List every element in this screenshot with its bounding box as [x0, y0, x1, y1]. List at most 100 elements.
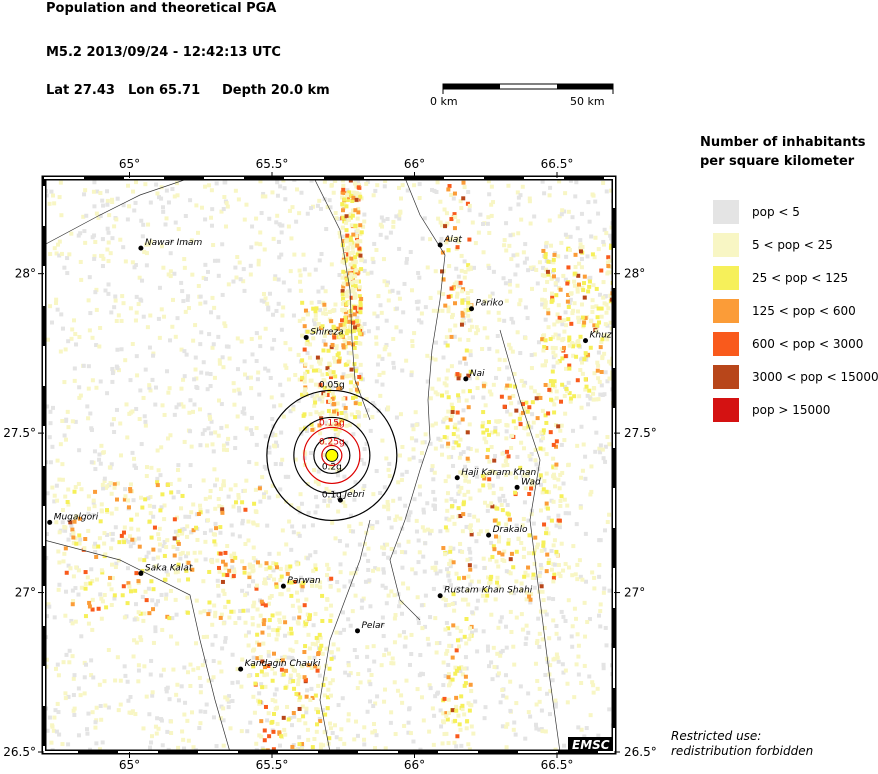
pop-cell	[248, 375, 253, 380]
pop-cell	[561, 568, 566, 573]
pop-cell	[543, 413, 548, 418]
pop-cell	[98, 325, 103, 330]
pop-cell	[579, 405, 584, 410]
pop-cell	[452, 226, 457, 231]
pop-cell	[352, 264, 357, 269]
pop-cell	[410, 344, 415, 349]
pop-cell	[175, 641, 180, 646]
pop-cell	[571, 428, 576, 433]
pop-cell	[291, 710, 296, 715]
pop-cell	[229, 523, 234, 528]
pop-cell	[280, 457, 285, 462]
pop-cell	[578, 334, 583, 339]
boundaries	[44, 178, 561, 752]
pop-cell	[331, 370, 336, 375]
city-label: Parwan	[287, 576, 321, 586]
pop-cell	[56, 673, 61, 678]
pop-cell	[474, 539, 479, 544]
pop-cell	[602, 301, 607, 306]
pop-cell	[580, 315, 585, 320]
pop-cell	[540, 363, 545, 368]
pop-cell	[216, 497, 221, 502]
pop-cell	[317, 632, 322, 637]
pop-cell	[336, 386, 341, 391]
pop-cell	[460, 549, 465, 554]
pop-cell	[362, 461, 367, 466]
pop-cell	[556, 336, 561, 341]
pop-cell	[273, 699, 278, 704]
pop-cell	[271, 312, 276, 317]
pop-cell	[291, 679, 296, 684]
pop-cell	[514, 701, 519, 706]
pop-cell	[224, 201, 229, 206]
pop-cell	[504, 569, 509, 574]
pop-cell	[350, 609, 355, 614]
pop-cell	[554, 462, 559, 467]
pop-cell	[544, 240, 549, 245]
pop-cell	[211, 449, 216, 454]
pop-cell	[254, 510, 259, 515]
pop-cell	[456, 393, 461, 398]
pop-cell	[270, 431, 275, 436]
pop-cell	[346, 217, 351, 222]
pop-cell	[457, 337, 462, 342]
pop-cell	[137, 275, 142, 280]
pop-cell	[355, 216, 360, 221]
pop-cell	[596, 376, 601, 381]
pop-cell	[429, 528, 434, 533]
pop-cell	[89, 673, 94, 678]
pop-cell	[239, 339, 244, 344]
pop-cell	[219, 209, 224, 214]
pop-cell	[362, 552, 367, 557]
pop-cell	[223, 639, 228, 644]
pop-cell	[461, 389, 466, 394]
pop-cell	[241, 406, 246, 411]
pop-cell	[386, 593, 391, 598]
pop-cell	[57, 477, 62, 482]
pop-cell	[387, 474, 392, 479]
pop-cell	[348, 671, 353, 676]
pop-cell	[267, 445, 272, 450]
pop-cell	[321, 311, 326, 316]
pop-cell	[454, 440, 459, 445]
pop-cell	[375, 314, 380, 319]
pop-cell	[100, 482, 105, 487]
pop-cell	[541, 428, 546, 433]
pop-cell	[344, 277, 349, 282]
pop-cell	[542, 191, 547, 196]
pop-cell	[340, 202, 345, 207]
pop-cell	[55, 701, 60, 706]
pop-cell	[191, 528, 196, 533]
pop-cell	[196, 283, 201, 288]
pop-cell	[324, 646, 329, 651]
pop-cell	[127, 204, 132, 209]
pop-cell	[116, 708, 121, 713]
pop-cell	[296, 352, 301, 357]
pop-cell	[579, 257, 584, 262]
pop-cell	[196, 666, 201, 671]
pop-cell	[596, 397, 601, 402]
pop-cell	[485, 644, 490, 649]
pop-cell	[192, 377, 197, 382]
pop-cell	[434, 650, 439, 655]
pop-cell	[562, 497, 567, 502]
pop-cell	[242, 565, 247, 570]
pop-cell	[595, 686, 600, 691]
pop-cell	[538, 446, 543, 451]
pop-cell	[328, 603, 333, 608]
pop-cell	[444, 211, 449, 216]
pop-cell	[240, 588, 245, 593]
pop-cell	[337, 428, 342, 433]
pop-cell	[545, 506, 550, 511]
pop-cell	[131, 654, 136, 659]
pop-cell	[63, 613, 68, 618]
pop-cell	[164, 592, 169, 597]
pop-cell	[526, 691, 531, 696]
pop-cell	[389, 525, 394, 530]
pop-cell	[330, 391, 335, 396]
pop-cell	[63, 528, 68, 533]
pop-cell	[454, 571, 459, 576]
pop-cell	[149, 579, 154, 584]
pop-cell	[142, 611, 147, 616]
pop-cell	[509, 257, 514, 262]
